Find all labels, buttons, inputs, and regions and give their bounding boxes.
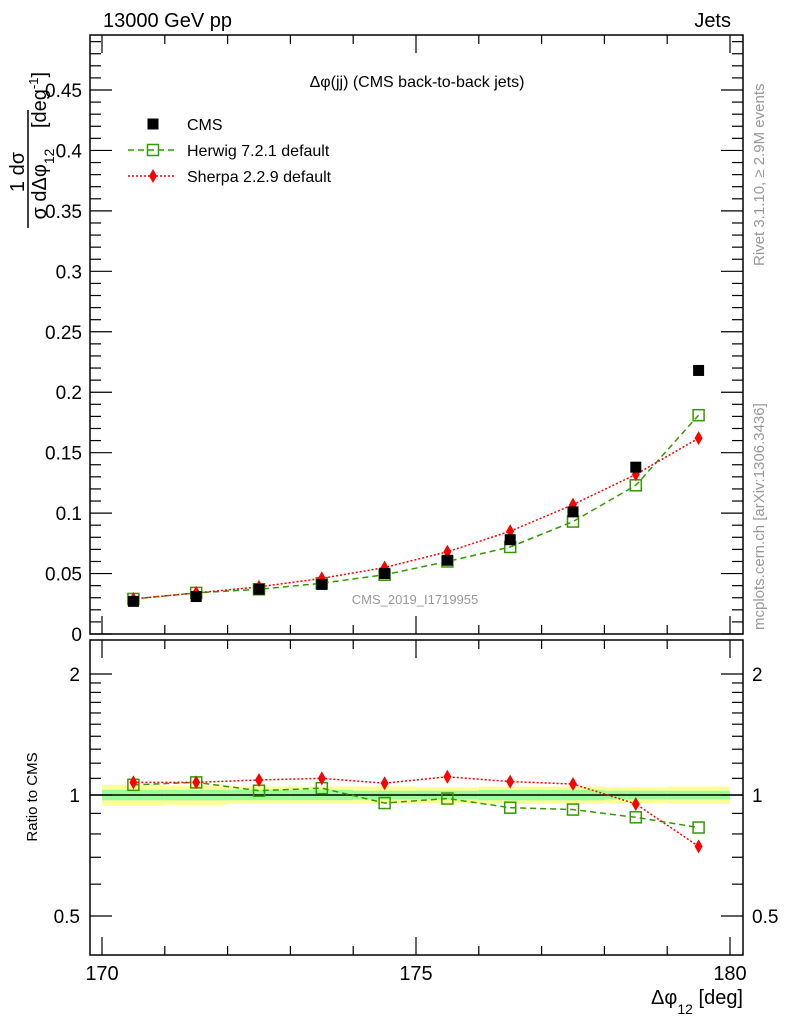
ratio-y-tick-label: 2 <box>69 665 80 686</box>
legend-label: Herwig 7.2.1 default <box>187 143 330 160</box>
cms-marker <box>567 506 579 518</box>
herwig-ratio-line <box>133 781 699 829</box>
cms-marker <box>190 591 202 603</box>
sherpa-marker <box>192 775 201 790</box>
y-axis-label: 1 dσ σ dΔφ12 [deg-1] <box>7 72 57 228</box>
sherpa-marker <box>631 796 640 811</box>
cms-marker <box>147 118 159 130</box>
ratio-y-label: Ratio to CMS <box>24 752 41 841</box>
herwig-marker <box>692 408 705 422</box>
legend-label: CMS <box>187 117 223 134</box>
ratio-y-tick-label-right: 0.5 <box>752 907 778 928</box>
sherpa-series <box>133 437 699 600</box>
sherpa-marker <box>380 776 389 791</box>
y-tick-label: 0.25 <box>45 323 82 344</box>
cms-marker <box>630 461 642 473</box>
sherpa-marker <box>694 431 703 446</box>
herwig-line <box>133 414 700 600</box>
sherpa-marker <box>506 774 515 789</box>
x-tick-label: 175 <box>399 963 432 985</box>
y-tick-label: 0.35 <box>45 202 82 223</box>
y-tick-label: 0.1 <box>56 504 82 525</box>
x-axis-label: Δφ12 [deg] <box>651 987 743 1017</box>
sherpa-marker <box>255 772 263 787</box>
y-label-numerator: 1 dσ <box>7 151 29 192</box>
herwig-marker <box>566 515 580 528</box>
main-panel: 0 0.05 0.1 0.15 0.2 0.25 0.3 0.35 0.4 0.45 <box>45 34 744 646</box>
ratio-y-tick-label-right: 1 <box>752 786 763 807</box>
y-tick-label: 0.45 <box>45 81 82 102</box>
cms-marker <box>441 554 453 566</box>
cms-marker <box>127 595 139 607</box>
y-label-denominator: σ dΔφ12 <box>29 148 57 219</box>
ratio-y-tick-label: 1 <box>69 786 80 807</box>
sherpa-ratio-line <box>133 776 700 848</box>
ratio-y-tick-label-right: 2 <box>752 665 763 686</box>
y-tick-label: 0.2 <box>56 383 82 404</box>
analysis-label: CMS_2019_I1719955 <box>352 592 479 607</box>
y-tick-label: 0.4 <box>56 141 83 162</box>
mcplots-info: mcplots.cern.ch [arXiv:1306.3436] <box>751 403 768 630</box>
x-tick-label: 170 <box>85 963 118 985</box>
sherpa-marker <box>443 769 452 784</box>
cms-marker <box>693 364 705 376</box>
sherpa-marker <box>129 775 138 790</box>
cms-marker <box>253 583 265 595</box>
sherpa-marker <box>149 169 157 183</box>
legend: CMS Herwig 7.2.1 default Sherpa 2.2.9 defa… <box>128 117 332 186</box>
herwig-marker <box>378 796 391 810</box>
herwig-marker <box>441 792 454 805</box>
y-tick-label: 0.05 <box>45 565 82 586</box>
y-tick-label: 0.15 <box>45 444 82 465</box>
rivet-info: Rivet 3.1.10, ≥ 2.9M events <box>751 84 768 267</box>
sherpa-marker <box>694 839 703 854</box>
herwig-series <box>133 414 700 600</box>
x-tick-label: 180 <box>713 963 746 985</box>
plot-title: Δφ(jj) (CMS back-to-back jets) <box>310 74 525 91</box>
herwig-marker <box>566 803 580 816</box>
herwig-marker <box>629 811 643 824</box>
header-left: 13000 GeV pp <box>103 10 232 32</box>
herwig-marker <box>146 143 160 157</box>
legend-label: Sherpa 2.2.9 default <box>187 169 332 186</box>
header-right: Jets <box>694 10 731 32</box>
cms-marker <box>504 534 516 546</box>
y-tick-label: 0 <box>71 625 82 646</box>
ratio-y-tick-label: 0.5 <box>54 907 80 928</box>
y-label-unit: [deg-1] <box>26 72 51 128</box>
y-tick-label: 0.3 <box>56 262 82 283</box>
sherpa-line <box>133 437 699 600</box>
cms-marker <box>379 568 391 580</box>
sherpa-marker <box>569 777 577 792</box>
herwig-marker <box>503 801 517 814</box>
sherpa-marker <box>317 771 326 786</box>
cms-marker <box>316 578 328 590</box>
ratio-panel: 0.5 0.5 1 1 2 2 170 175 180 <box>54 639 778 985</box>
herwig-marker <box>692 821 705 834</box>
